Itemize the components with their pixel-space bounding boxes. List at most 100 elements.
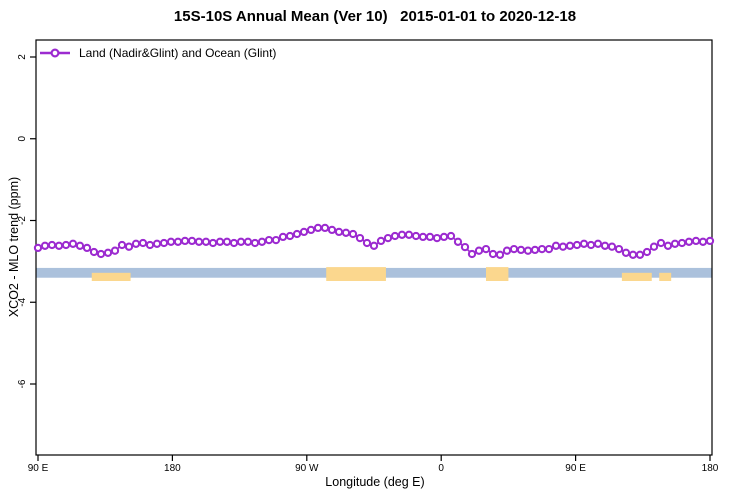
x-tick-label: 90 E xyxy=(28,463,49,474)
data-point-marker xyxy=(530,245,540,255)
data-point-marker xyxy=(705,236,715,246)
data-point-marker xyxy=(96,249,106,259)
data-point-marker xyxy=(201,237,211,246)
data-point-marker xyxy=(82,243,92,253)
data-point-marker xyxy=(572,240,582,250)
data-point-marker xyxy=(418,232,428,242)
data-point-marker xyxy=(61,240,71,250)
data-point-marker xyxy=(236,237,246,246)
data-point-marker xyxy=(257,237,267,246)
data-point-marker xyxy=(250,238,260,248)
land-band-segment xyxy=(659,272,672,281)
data-point-marker xyxy=(299,227,309,237)
y-tick-label: -4 xyxy=(17,297,28,306)
data-point-marker xyxy=(369,241,379,250)
data-point-marker xyxy=(348,229,358,239)
data-point-marker xyxy=(103,248,113,257)
legend-marker-icon xyxy=(40,48,70,58)
legend-label: Land (Nadir&Glint) and Ocean (Glint) xyxy=(79,46,277,60)
data-point-marker xyxy=(614,244,624,254)
data-point-marker xyxy=(565,241,575,250)
data-point-marker xyxy=(425,232,435,242)
data-point-marker xyxy=(362,238,372,248)
x-tick-label: 90 W xyxy=(295,463,319,474)
data-point-marker xyxy=(180,236,190,246)
land-band-segment xyxy=(621,272,652,281)
data-point-marker xyxy=(642,247,652,257)
data-point-marker xyxy=(390,231,400,241)
data-point-marker xyxy=(607,242,617,251)
y-tick-label: 0 xyxy=(17,136,28,142)
land-band-segment xyxy=(486,267,509,281)
data-point-marker xyxy=(243,237,253,246)
data-point-marker xyxy=(194,237,204,246)
data-point-marker xyxy=(460,242,470,252)
land-band-segment xyxy=(91,272,131,281)
data-point-marker xyxy=(628,250,638,259)
data-point-marker xyxy=(54,241,64,250)
data-point-marker xyxy=(488,249,498,259)
data-point-marker xyxy=(635,250,645,259)
data-point-marker xyxy=(33,243,43,253)
data-point-marker xyxy=(47,240,57,250)
data-point-marker xyxy=(495,250,505,259)
data-point-marker xyxy=(327,225,337,235)
plot-title: 15S-10S Annual Mean (Ver 10) 2015-01-01 … xyxy=(173,8,577,25)
data-point-marker xyxy=(453,237,463,246)
data-point-marker xyxy=(523,246,533,255)
data-point-marker xyxy=(677,238,687,248)
data-point-marker xyxy=(278,232,288,242)
data-point-marker xyxy=(306,225,316,235)
data-point-marker xyxy=(355,233,365,243)
data-point-marker xyxy=(502,246,512,255)
data-point-marker xyxy=(481,244,491,254)
data-point-marker xyxy=(152,239,162,248)
data-point-marker xyxy=(320,223,330,233)
data-point-marker xyxy=(313,223,323,233)
y-tick-label: -2 xyxy=(17,216,28,225)
data-point-marker xyxy=(215,237,225,246)
data-point-marker xyxy=(285,231,295,241)
y-tick-label: 2 xyxy=(17,54,28,60)
data-point-marker xyxy=(40,241,50,250)
x-axis-label: Longitude (deg E) xyxy=(325,475,425,489)
data-point-marker xyxy=(117,240,127,250)
data-point-marker xyxy=(110,246,120,255)
data-point-marker xyxy=(376,236,386,246)
x-tick-label: 90 E xyxy=(565,463,586,474)
data-point-marker xyxy=(138,238,148,248)
data-point-marker xyxy=(516,245,526,255)
data-point-marker xyxy=(166,237,176,246)
data-point-marker xyxy=(649,242,659,251)
data-point-marker xyxy=(264,235,274,245)
data-point-marker xyxy=(187,236,197,246)
data-point-marker xyxy=(691,236,701,246)
data-point-marker xyxy=(509,244,519,254)
data-point-marker xyxy=(292,229,302,239)
data-point-marker xyxy=(68,239,78,248)
data-point-marker xyxy=(124,242,134,251)
data-point-marker xyxy=(467,249,477,259)
data-point-marker xyxy=(341,228,351,237)
data-point-marker xyxy=(474,246,484,255)
data-point-marker xyxy=(698,237,708,246)
data-point-marker xyxy=(208,238,218,248)
data-point-marker xyxy=(89,247,99,257)
x-tick-label: 0 xyxy=(438,463,444,474)
data-point-marker xyxy=(600,241,610,250)
data-point-marker xyxy=(593,239,603,248)
data-point-marker xyxy=(684,237,694,246)
data-point-marker xyxy=(271,235,281,245)
data-point-marker xyxy=(670,239,680,248)
data-point-marker xyxy=(229,238,239,248)
y-tick-label: -6 xyxy=(17,379,28,388)
data-point-marker xyxy=(131,239,141,248)
data-point-marker xyxy=(663,241,673,250)
data-point-marker xyxy=(404,230,414,239)
data-point-marker xyxy=(586,240,596,250)
data-point-marker xyxy=(411,231,421,241)
data-point-marker xyxy=(551,241,561,250)
data-point-marker xyxy=(446,231,456,241)
